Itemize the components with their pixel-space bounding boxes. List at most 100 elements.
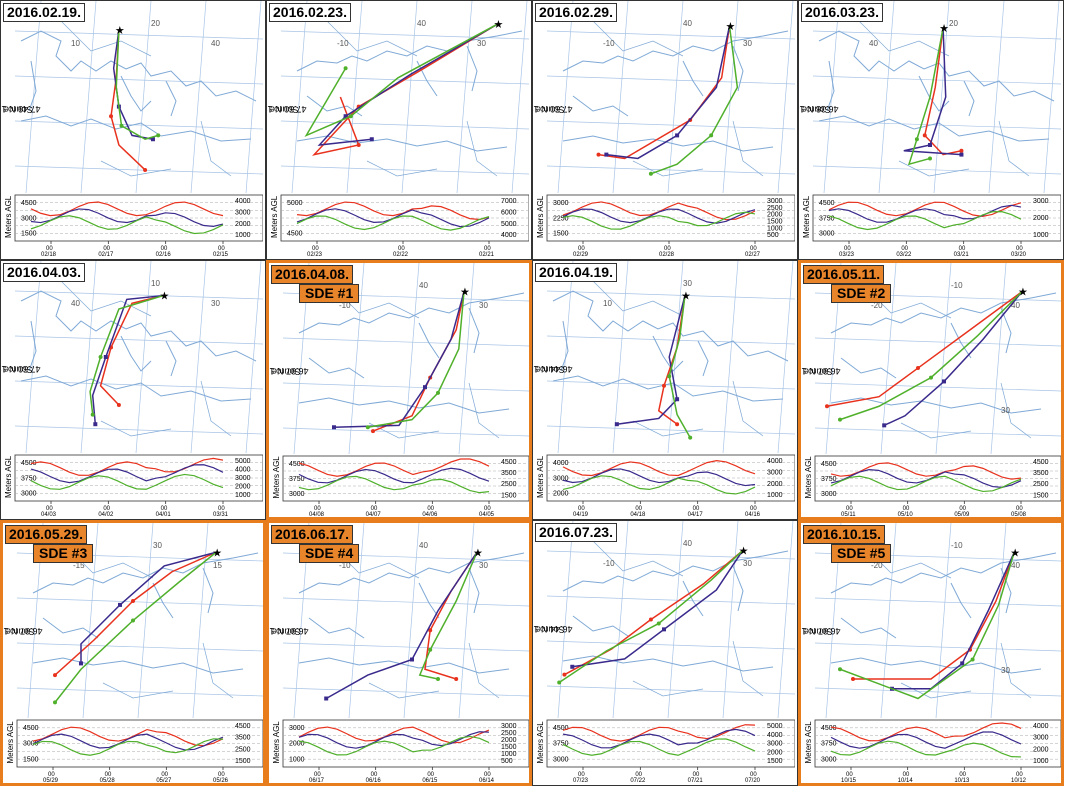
trajectory-marker-blue [332, 425, 336, 430]
altitude-left-label: 3000 [819, 231, 835, 238]
graticule-line [812, 30, 1061, 40]
time-hour-label: 00 [903, 772, 910, 778]
trajectory-marker-green [838, 667, 842, 672]
graticule-line [546, 550, 795, 560]
time-hour-label: 00 [750, 246, 757, 252]
graticule-line [80, 1, 97, 194]
time-hour-label: 00 [218, 772, 225, 778]
altitude-line-red [562, 460, 756, 477]
map-layer: -10 40 30 [282, 263, 529, 455]
coastline [298, 292, 525, 414]
graticule-line [612, 261, 629, 454]
altitude-right-label: 1000 [767, 225, 783, 232]
trajectory-marker-green [53, 700, 57, 705]
sde-label: SDE #2 [831, 284, 892, 303]
graticule-line [990, 263, 1007, 455]
altitude-panel: 45003750300045003500250015000005/110005/… [804, 455, 1061, 517]
time-date-label: 02/21 [479, 252, 495, 257]
time-date-label: 06/17 [309, 778, 325, 783]
altitude-line-green [828, 211, 1022, 231]
graticule-line [777, 521, 794, 719]
time-date-label: 05/11 [841, 512, 856, 517]
source-star: ★ [159, 291, 169, 303]
panel-2016-02-23: -10 40 30 ★ 5000 4500 7000 6000 5000 4000 00 02/23 0… [266, 0, 532, 260]
sde-label: SDE #1 [299, 284, 360, 303]
trajectory-marker-green [348, 114, 353, 119]
time-date-label: 05/29 [43, 778, 59, 783]
source-star: ★ [1010, 547, 1020, 559]
graticule-line [722, 521, 739, 719]
trajectory-marker-blue [570, 664, 575, 669]
altitude-line-blue [30, 208, 224, 227]
altitude-line-red [562, 724, 756, 742]
altitude-right-label: 1000 [235, 232, 251, 239]
trajectory-marker-red [53, 673, 57, 678]
altitude-line-blue [298, 731, 490, 749]
map-grid-label: 30 [477, 39, 486, 48]
time-hour-label: 00 [484, 246, 491, 252]
trajectory-marker-blue [614, 422, 619, 427]
altitude-line-green [30, 215, 224, 235]
time-date-label: 03/20 [1011, 252, 1027, 257]
time-hour-label: 00 [161, 246, 168, 252]
altitude-right-label: 2000 [1033, 215, 1049, 222]
graticule-line [557, 521, 574, 719]
graticule-line [546, 120, 795, 130]
time-date-label: 05/09 [954, 512, 970, 517]
trajectory-marker-blue [79, 661, 83, 666]
trajectory-marker-blue [675, 397, 680, 402]
trajectory-marker-green [914, 137, 919, 142]
trajectory-marker-red [131, 599, 135, 603]
graticule-line [282, 427, 529, 437]
graticule-line [192, 523, 209, 719]
altitude-left-label: 3000 [21, 215, 37, 222]
time-hour-label: 00 [578, 772, 585, 778]
altitude-right-label: 2000 [767, 481, 783, 488]
time-date-label: 06/16 [366, 778, 382, 783]
meters-agl-label: Meters AGL [536, 195, 545, 238]
altitude-right-label: 5000 [767, 723, 783, 730]
border-line [328, 282, 500, 439]
time-date-label: 04/16 [745, 512, 761, 517]
map-grid-label: 20 [949, 19, 958, 28]
altitude-left-label: 4000 [553, 460, 569, 467]
trajectory-marker-green [365, 425, 370, 430]
altitude-line-green [830, 740, 1022, 758]
altitude-panel: 45003000150040003000200010000002/180002/… [4, 194, 263, 257]
map-grid-label: -10 [603, 559, 615, 568]
coastline [562, 30, 789, 152]
time-date-label: 04/03 [41, 512, 57, 517]
trajectory-marker-red [851, 677, 855, 681]
meters-agl-label: Meters AGL [804, 456, 813, 499]
coastline [32, 552, 259, 674]
sde-label: SDE #4 [299, 544, 360, 563]
trajectory-marker-green [557, 680, 562, 685]
coastline [296, 30, 523, 152]
time-hour-label: 00 [903, 506, 910, 512]
trajectory-red [311, 23, 498, 156]
altitude-right-label: 1500 [767, 219, 783, 226]
graticule-line [935, 263, 952, 455]
time-hour-label: 00 [48, 772, 55, 778]
altitude-left-label: 3000 [553, 200, 569, 207]
graticule-line [722, 1, 739, 194]
altitude-line-green [30, 473, 224, 490]
trajectory-marker-red [675, 422, 680, 427]
time-hour-label: 00 [635, 772, 642, 778]
trajectory-blue [572, 550, 744, 668]
time-date-label: 04/17 [688, 512, 704, 517]
altitude-line-blue [298, 467, 490, 484]
time-hour-label: 00 [693, 772, 700, 778]
time-hour-label: 00 [693, 506, 700, 512]
altitude-right-label: 1000 [767, 492, 783, 499]
graticule-line [988, 1, 1005, 194]
time-hour-label: 00 [1016, 772, 1023, 778]
coastline [830, 292, 1057, 414]
time-date-label: 10/13 [954, 778, 970, 783]
altitude-left-label: 4500 [821, 725, 837, 732]
map-grid-label: 15 [213, 561, 222, 570]
map-grid-label: 30 [1001, 666, 1010, 675]
meters-agl-label: Meters AGL [536, 721, 545, 764]
graticule-line [814, 427, 1061, 437]
time-hour-label: 00 [218, 246, 225, 252]
